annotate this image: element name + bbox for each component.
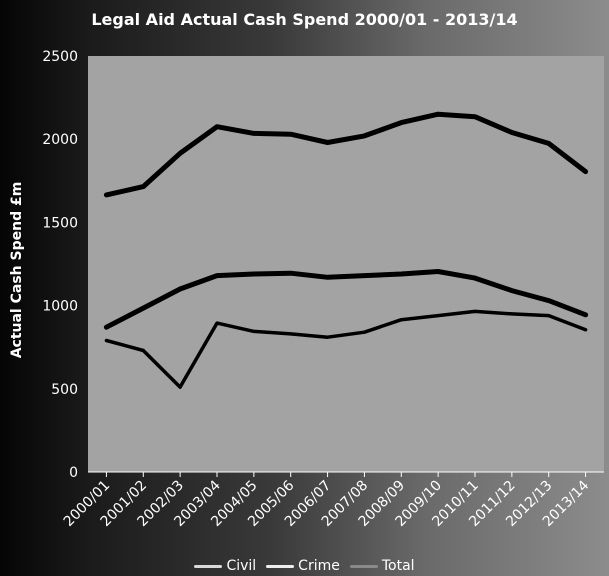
series-line-civil	[104, 309, 588, 389]
legend-item-crime: Crime	[266, 558, 340, 574]
legend: Civil Crime Total	[0, 556, 609, 576]
legend-item-total: Total	[349, 558, 415, 574]
series-line-total	[103, 111, 589, 198]
legend-swatch-total	[349, 564, 378, 568]
y-tick-label: 1500	[42, 215, 78, 231]
legend-swatch-crime	[266, 564, 295, 568]
y-tick-label: 500	[51, 382, 78, 398]
legend-item-civil: Civil	[194, 558, 256, 574]
legend-label-total: Total	[381, 558, 415, 574]
legend-swatch-civil	[194, 564, 223, 568]
chart-title: Legal Aid Actual Cash Spend 2000/01 - 20…	[91, 10, 518, 29]
y-tick-label: 2000	[42, 132, 78, 148]
legend-label-crime: Crime	[298, 558, 340, 574]
series-line-crime	[103, 269, 589, 330]
y-tick-label: 2500	[42, 49, 78, 65]
y-tick-label: 0	[69, 465, 78, 481]
legend-label-civil: Civil	[226, 558, 257, 574]
y-tick-label: 1000	[42, 299, 78, 315]
plot-area	[88, 56, 604, 472]
